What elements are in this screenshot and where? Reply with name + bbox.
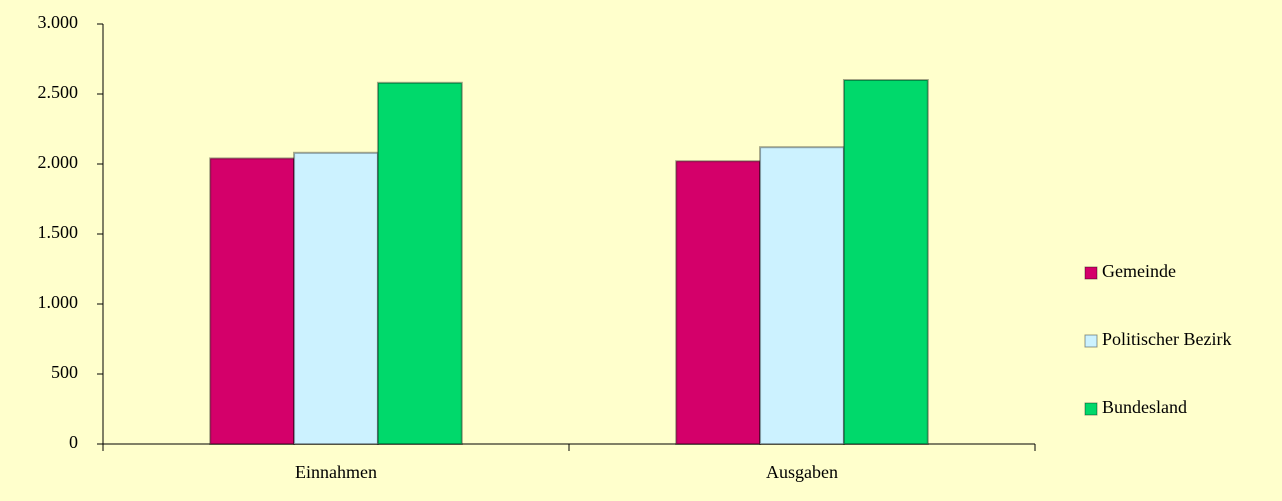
y-tick-label: 2.000 (38, 152, 79, 172)
y-tick-label: 2.500 (38, 82, 79, 102)
legend-label: Politischer Bezirk (1102, 329, 1231, 349)
y-tick-label: 3.000 (38, 12, 79, 32)
legend-swatch (1084, 266, 1098, 280)
bar (759, 146, 845, 445)
y-tick-label: 0 (69, 432, 78, 452)
legend-swatch (1084, 334, 1098, 348)
y-tick-label: 500 (51, 362, 78, 382)
x-tick-label: Ausgaben (766, 462, 838, 482)
legend-label: Gemeinde (1102, 261, 1176, 281)
x-tick-label: Einnahmen (295, 462, 377, 482)
bar (293, 151, 379, 446)
y-tick-label: 1.500 (38, 222, 79, 242)
y-tick-label: 1.000 (38, 292, 79, 312)
bar (675, 160, 762, 445)
bar (209, 157, 296, 445)
bar (842, 79, 929, 445)
legend-swatch (1084, 402, 1098, 416)
bar (376, 81, 463, 446)
legend-label: Bundesland (1102, 397, 1187, 417)
